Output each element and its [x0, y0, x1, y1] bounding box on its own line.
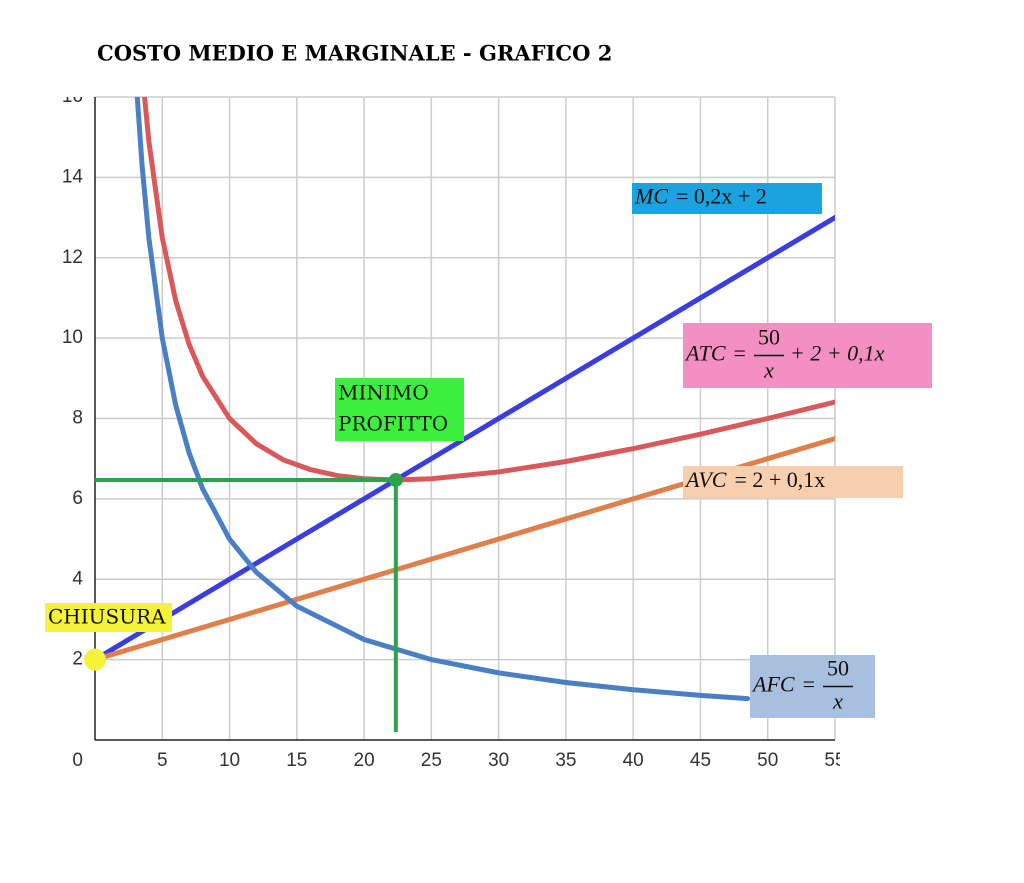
x-tick-label: 40: [623, 750, 644, 771]
series-line: [142, 97, 835, 483]
min-label-bg: [335, 378, 464, 441]
equation: =: [803, 672, 815, 697]
y-tick-label: 6: [72, 488, 83, 509]
y-tick-label: 10: [62, 327, 83, 348]
x-tick-label: 20: [354, 750, 375, 771]
x-tick-label: 30: [488, 750, 509, 771]
x-tick-label: 45: [690, 750, 711, 771]
equation-bg: [632, 183, 822, 214]
series-line: [134, 97, 751, 702]
min-point: [388, 472, 403, 487]
equation-rest: + 2 + 0,1x: [790, 341, 885, 366]
legend-name: ATC: [684, 341, 726, 366]
x-tick-label: 5: [157, 750, 168, 771]
x-tick-label: 35: [555, 750, 576, 771]
y-tick-label: 12: [62, 247, 83, 268]
y-tick-label: 14: [62, 166, 84, 187]
shutdown-point: [84, 648, 106, 671]
x-tick-label: 50: [757, 750, 778, 771]
min-label: PROFITTO: [338, 412, 448, 436]
x-tick-label: 10: [219, 750, 240, 771]
fraction-num: 50: [758, 325, 780, 350]
min-label: MINIMO: [338, 381, 429, 405]
x-tick-label: 55: [824, 750, 845, 771]
legend-name: AVC: [684, 467, 727, 492]
equation-bg: [683, 466, 903, 498]
equation-bg: [750, 655, 875, 718]
equation: = 2 + 0,1x: [734, 467, 825, 492]
chart-title: COSTO MEDIO E MARGINALE - GRAFICO 2: [97, 41, 612, 66]
grid: [95, 96, 836, 740]
equation: =: [734, 341, 746, 366]
y-tick-label: 0: [72, 750, 83, 771]
y-tick-label: 2: [72, 649, 83, 670]
legend-name: MC: [634, 184, 668, 209]
fraction-den: x: [763, 358, 774, 383]
shutdown-label-bg: [45, 603, 172, 632]
shutdown-label: CHIUSURA: [48, 605, 166, 629]
series-line: [99, 215, 835, 659]
fraction-num: 50: [827, 656, 849, 681]
equation: = 0,2x + 2: [676, 184, 767, 209]
x-tick-label: 15: [286, 750, 307, 771]
y-tick-label: 4: [72, 568, 83, 589]
equation-bg: [683, 323, 932, 388]
y-tick-label: 8: [72, 408, 83, 429]
legend-name: AFC: [751, 672, 795, 697]
x-tick-label: 25: [421, 750, 442, 771]
fraction-den: x: [832, 689, 843, 714]
tick-labels: 5 10 15 20 25 30 35 40 45 50 55 0 2 4 6 8 10 12 14 16: [62, 86, 845, 771]
y-tick-label: 16: [62, 86, 83, 107]
